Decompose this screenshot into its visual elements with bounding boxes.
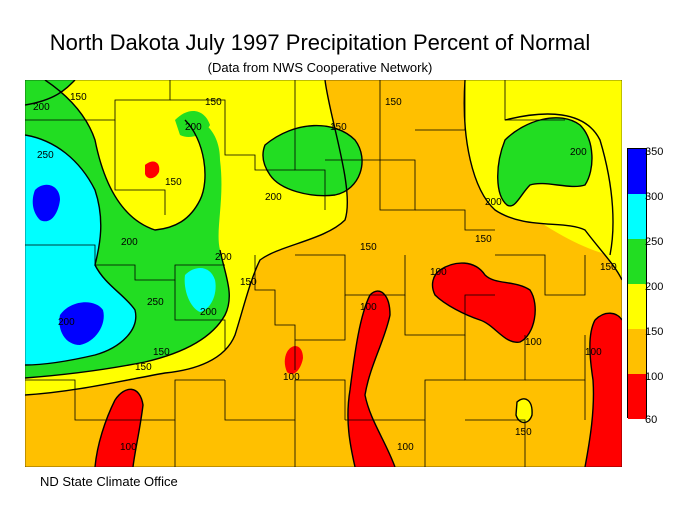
contour-label: 150 bbox=[135, 362, 152, 373]
contour-label: 250 bbox=[37, 150, 54, 161]
legend-label: 150 bbox=[645, 326, 664, 338]
contour-label: 150 bbox=[165, 177, 182, 188]
contour-label: 150 bbox=[330, 122, 347, 133]
contour-label: 250 bbox=[147, 297, 164, 308]
region-red-southwest bbox=[95, 389, 143, 467]
region-red-northwest-spot bbox=[145, 161, 160, 179]
contour-label: 100 bbox=[525, 337, 542, 348]
region-green-ne bbox=[497, 117, 592, 206]
region-red-south-central bbox=[347, 291, 395, 467]
contour-label: 150 bbox=[600, 262, 617, 273]
legend-band-cyan bbox=[628, 194, 646, 239]
contour-label: 150 bbox=[475, 234, 492, 245]
contour-label-group: 200 150 150 150 200 150 200 250 150 200 … bbox=[33, 92, 617, 453]
legend-label: 60 bbox=[645, 414, 658, 426]
region-yellow-island bbox=[516, 398, 533, 423]
contour-label: 200 bbox=[58, 317, 75, 328]
contour-label: 100 bbox=[585, 347, 602, 358]
legend-label: 200 bbox=[645, 281, 664, 293]
contour-label: 200 bbox=[33, 102, 50, 113]
legend-label: 350 bbox=[645, 146, 664, 158]
color-legend bbox=[627, 148, 647, 419]
region-red-east-central bbox=[432, 263, 536, 343]
legend-band-green bbox=[628, 239, 646, 284]
contour-label: 100 bbox=[283, 372, 300, 383]
region-green-north bbox=[262, 125, 363, 196]
contour-label: 200 bbox=[265, 192, 282, 203]
region-orange-island bbox=[443, 353, 456, 375]
region-cyan-small bbox=[30, 283, 44, 297]
region-red-central-spot bbox=[284, 346, 303, 375]
legend-labels: 350 300 250 200 150 100 60 bbox=[645, 146, 685, 428]
contour-label: 150 bbox=[240, 277, 257, 288]
contour-label: 100 bbox=[397, 442, 414, 453]
region-green-northwest bbox=[25, 80, 75, 105]
contour-label: 200 bbox=[121, 237, 138, 248]
legend-band-red bbox=[628, 374, 646, 419]
legend-label: 100 bbox=[645, 371, 664, 383]
contour-label: 200 bbox=[485, 197, 502, 208]
contour-label: 100 bbox=[120, 442, 137, 453]
contour-label: 150 bbox=[515, 427, 532, 438]
region-blue-southwest bbox=[59, 302, 104, 345]
contour-label: 100 bbox=[430, 267, 447, 278]
credit-text: ND State Climate Office bbox=[40, 474, 178, 489]
legend-label: 250 bbox=[645, 236, 664, 248]
contour-label: 150 bbox=[205, 97, 222, 108]
region-cyan-central bbox=[184, 268, 216, 312]
legend-band-yellow bbox=[628, 284, 646, 329]
contour-label: 200 bbox=[570, 147, 587, 158]
contour-label: 200 bbox=[200, 307, 217, 318]
contour-label: 200 bbox=[215, 252, 232, 263]
contour-label: 150 bbox=[385, 97, 402, 108]
precipitation-map: 200 150 150 150 200 150 200 250 150 200 … bbox=[25, 80, 622, 467]
contour-label: 100 bbox=[360, 302, 377, 313]
legend-label: 300 bbox=[645, 191, 664, 203]
region-yellow-north bbox=[25, 80, 622, 280]
contour-label: 150 bbox=[70, 92, 87, 103]
contour-lines bbox=[25, 80, 622, 467]
region-red-southeast bbox=[585, 313, 622, 467]
legend-band-orange bbox=[628, 329, 646, 374]
region-blue-northwest bbox=[32, 184, 60, 222]
map-title: North Dakota July 1997 Precipitation Per… bbox=[49, 30, 591, 55]
contour-label: 150 bbox=[360, 242, 377, 253]
legend-band-blue bbox=[628, 149, 646, 194]
contour-label: 150 bbox=[153, 347, 170, 358]
region-green-small bbox=[175, 110, 210, 137]
map-subtitle: (Data from NWS Cooperative Network) bbox=[207, 60, 433, 75]
contour-label: 200 bbox=[185, 122, 202, 133]
